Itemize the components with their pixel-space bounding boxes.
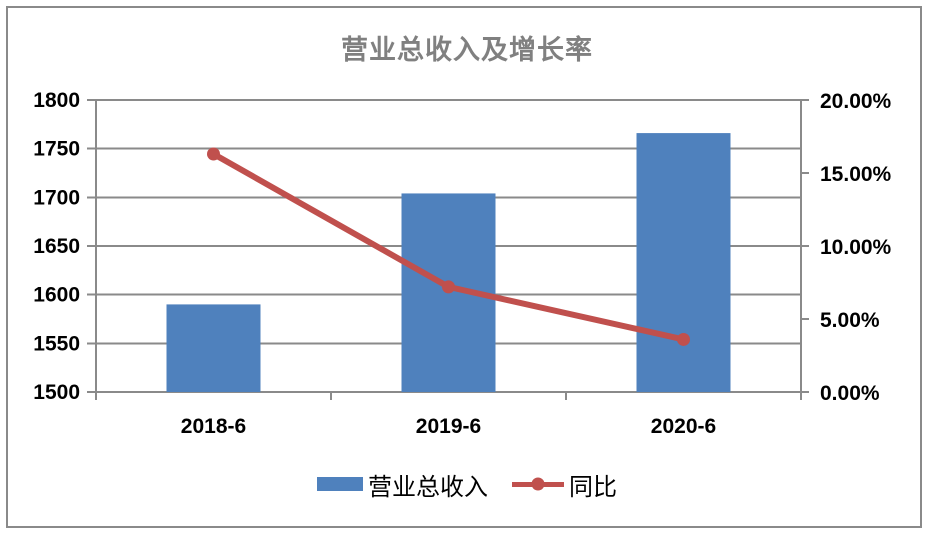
right-axis-tick-label: 0.00% (820, 382, 880, 405)
left-axis-tick-label: 1550 (33, 332, 80, 355)
line-marker-icon (531, 477, 545, 491)
left-axis-tick-label: 1500 (33, 381, 80, 404)
line-marker (677, 332, 690, 346)
bar-series-swatch-icon (317, 477, 363, 491)
line-series-swatch-icon (512, 477, 564, 491)
right-axis-tick-label: 20.00% (820, 90, 892, 113)
left-axis-tick-label: 1800 (33, 89, 80, 112)
chart-title: 营业总收入及增长率 (341, 35, 593, 65)
legend-label-revenue: 营业总收入 (368, 473, 488, 501)
x-axis-category-label: 2020-6 (651, 415, 716, 438)
legend-item-yoy: 同比 (512, 467, 617, 502)
x-axis-category-label: 2019-6 (416, 415, 481, 438)
right-axis-tick-label: 10.00% (820, 236, 892, 259)
x-axis-category-label: 2018-6 (181, 415, 246, 438)
line-marker (442, 280, 455, 294)
legend: 营业总收入 同比 (0, 467, 934, 502)
bar (166, 304, 261, 392)
right-axis-tick-label: 15.00% (820, 163, 892, 186)
left-axis-tick-label: 1700 (33, 186, 80, 209)
bar (636, 133, 731, 393)
line-marker (207, 147, 220, 161)
legend-label-yoy: 同比 (569, 473, 617, 501)
right-axis-tick-label: 5.00% (820, 309, 880, 332)
legend-item-revenue: 营业总收入 (317, 467, 488, 502)
left-axis-tick-label: 1650 (33, 235, 80, 258)
left-axis-tick-label: 1600 (33, 284, 80, 307)
left-axis-tick-label: 1750 (33, 138, 80, 161)
